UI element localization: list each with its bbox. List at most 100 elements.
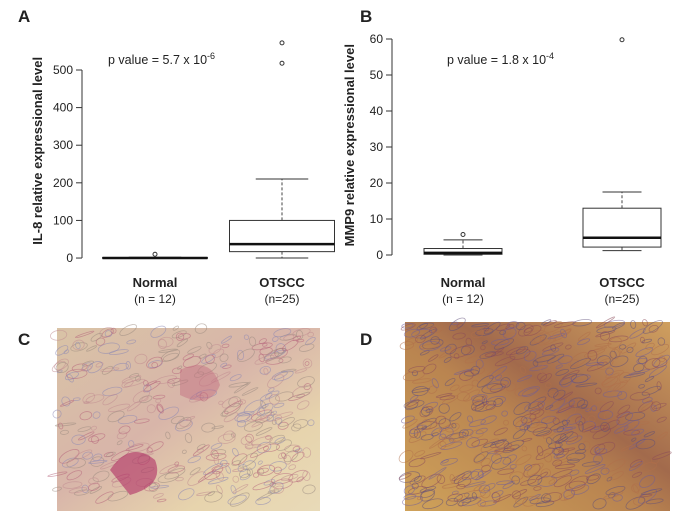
tissue-cell <box>280 474 299 482</box>
tissue-cell <box>638 383 645 389</box>
tissue-cell <box>307 331 314 338</box>
tissue-cell <box>536 445 544 457</box>
tissue-cell <box>477 328 484 334</box>
tissue-cell <box>211 449 227 456</box>
y-tick-label: 500 <box>53 63 73 77</box>
tissue-cell <box>55 345 69 356</box>
tissue-cell <box>553 453 565 459</box>
tissue-cell <box>421 406 431 417</box>
tissue-cell <box>597 410 614 420</box>
tissue-cell <box>533 486 542 491</box>
tissue-cell <box>108 403 131 413</box>
tissue-cell <box>271 419 277 425</box>
tissue-cell <box>419 486 437 493</box>
tissue-cell <box>629 391 651 401</box>
tissue-cell <box>92 411 101 419</box>
tissue-cell <box>72 339 85 351</box>
tissue-cell <box>535 500 555 508</box>
tissue-cell <box>438 433 447 440</box>
tissue-cell <box>419 341 441 352</box>
tissue-cell <box>538 337 557 346</box>
tissue-cell <box>567 458 580 464</box>
tissue-cell <box>77 431 95 441</box>
tissue-cell <box>531 333 545 344</box>
tissue-cell <box>185 415 196 421</box>
tissue-cell <box>415 334 426 344</box>
tissue-cell <box>468 419 486 427</box>
tissue-cell <box>126 339 137 345</box>
tissue-cell <box>236 413 253 423</box>
tissue-cell <box>568 475 589 489</box>
tissue-cell <box>165 431 171 440</box>
tissue-cell <box>213 455 219 465</box>
y-tick-label: 40 <box>370 104 384 118</box>
tissue-cell <box>189 467 201 476</box>
tissue-cell <box>67 373 74 383</box>
tissue-cell <box>568 397 586 408</box>
tissue-cell <box>107 410 125 423</box>
tissue-cell <box>589 425 608 433</box>
tissue-cell <box>126 400 142 412</box>
tissue-cell <box>511 475 521 485</box>
tissue-cell <box>616 411 633 426</box>
tissue-cell <box>294 368 308 374</box>
tissue-cell <box>62 457 79 468</box>
tissue-cell <box>515 497 527 505</box>
tissue-cell <box>237 348 255 362</box>
tissue-cell <box>537 475 558 487</box>
tissue-cell <box>241 387 259 396</box>
tissue-cell <box>503 419 509 426</box>
tissue-cell <box>65 368 88 379</box>
tissue-cell <box>483 326 490 332</box>
tissue-cell <box>175 332 185 342</box>
tissue-cell <box>411 329 433 339</box>
tissue-cell <box>263 348 285 362</box>
tissue-cell <box>653 402 667 409</box>
tissue-cell <box>610 348 620 360</box>
tissue-cell <box>552 417 560 425</box>
tissue-cell <box>82 392 96 404</box>
tissue-cell <box>110 327 117 334</box>
tissue-cell <box>436 474 446 484</box>
tissue-cell <box>537 372 547 381</box>
tissue-cell <box>257 467 269 474</box>
tissue-cell <box>152 394 166 400</box>
tissue-cell <box>443 356 452 363</box>
tissue-cell <box>296 329 304 340</box>
tissue-cell <box>590 443 606 455</box>
tissue-cell <box>625 496 646 510</box>
tissue-cell <box>537 391 556 401</box>
tissue-cell <box>411 387 431 393</box>
tissue-cell <box>274 437 286 445</box>
tissue-cell <box>232 447 239 457</box>
tissue-cell <box>421 419 432 430</box>
tissue-cell <box>543 452 553 463</box>
tissue-cell <box>284 454 292 465</box>
tissue-cell <box>156 403 164 413</box>
tissue-cell <box>119 324 137 336</box>
tissue-cell <box>480 488 491 499</box>
tissue-cell <box>471 492 477 500</box>
tissue-cell <box>612 494 623 502</box>
tissue-cell <box>473 485 482 492</box>
tissue-cell <box>486 369 501 377</box>
tissue-cell <box>596 326 617 334</box>
tissue-cell <box>206 341 213 350</box>
tissue-cell <box>272 336 279 342</box>
tissue-cell <box>229 374 242 382</box>
tissue-cell <box>557 447 576 453</box>
tissue-cell <box>481 464 491 473</box>
tissue-cell <box>404 337 418 346</box>
tissue-cell <box>90 425 97 431</box>
tissue-cell <box>475 427 488 435</box>
tissue-cell <box>252 472 260 478</box>
tissue-cell <box>551 469 573 479</box>
tissue-cell <box>398 450 414 463</box>
tissue-cell <box>201 422 216 433</box>
tissue-cell <box>54 358 69 371</box>
tissue-cell <box>640 488 663 495</box>
tissue-cell <box>565 435 583 445</box>
tissue-cell <box>552 389 568 400</box>
tissue-cell <box>635 347 654 357</box>
